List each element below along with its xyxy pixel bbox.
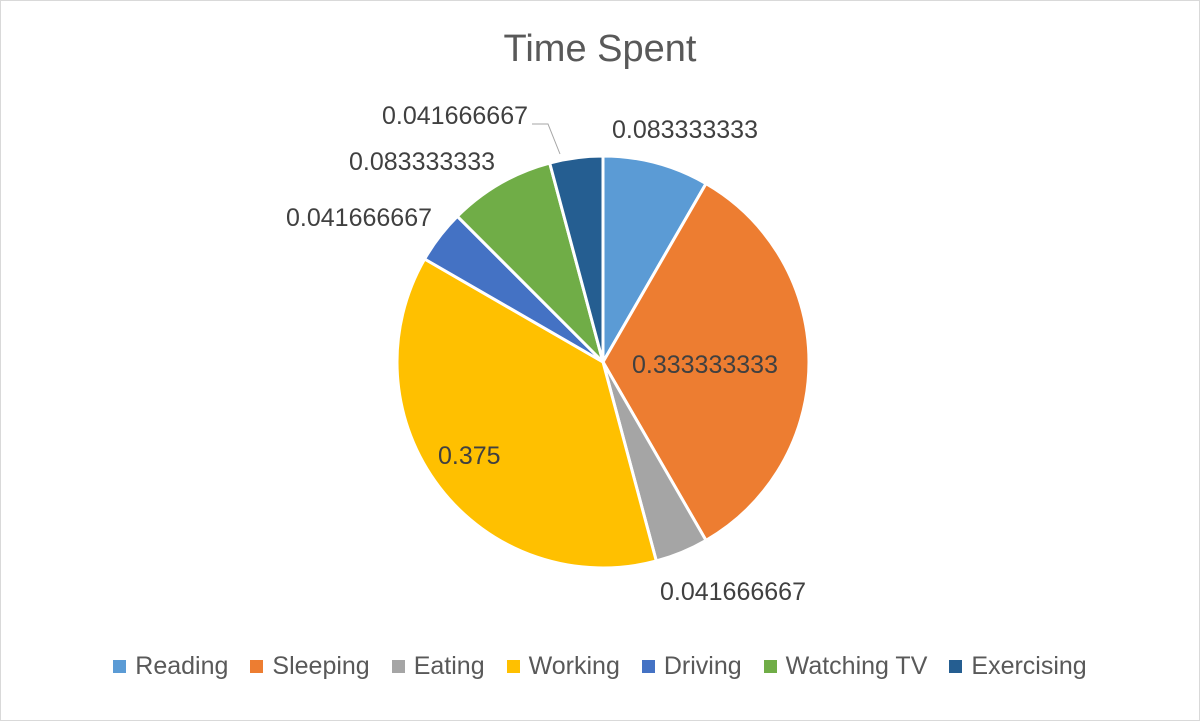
- legend-swatch: [113, 660, 127, 673]
- data-label-watching-tv: 0.083333333: [349, 148, 495, 176]
- pie-slice-reading: [601, 154, 708, 364]
- legend-item-sleeping: Sleeping: [250, 652, 370, 681]
- legend-item-reading: Reading: [113, 652, 228, 681]
- pie-slice-exercising: [548, 154, 605, 364]
- legend-label: Exercising: [971, 652, 1087, 680]
- legend-item-working: Working: [506, 652, 620, 681]
- legend-swatch: [391, 660, 405, 673]
- pie-slice-sleeping: [601, 182, 811, 542]
- legend-item-exercising: Exercising: [949, 652, 1087, 681]
- legend-label: Eating: [413, 652, 485, 680]
- legend-item-eating: Eating: [391, 652, 485, 681]
- pie-slice-watching-tv: [455, 161, 605, 364]
- legend-swatch: [763, 660, 777, 673]
- data-label-reading: 0.083333333: [612, 116, 758, 144]
- legend-item-watching-tv: Watching TV: [763, 652, 928, 681]
- legend-label: Watching TV: [785, 652, 928, 680]
- legend-swatch: [506, 660, 520, 673]
- data-label-sleeping: 0.333333333: [632, 351, 778, 379]
- data-label-exercising: 0.041666667: [382, 102, 528, 130]
- legend-label: Sleeping: [272, 652, 370, 680]
- data-label-eating: 0.041666667: [660, 578, 806, 606]
- legend-item-driving: Driving: [641, 652, 742, 681]
- pie-slice-working: [395, 257, 658, 570]
- legend-swatch: [641, 660, 655, 673]
- chart-title: Time Spent: [503, 28, 697, 70]
- legend: Reading Sleeping Eating Working Driving Watch…: [0, 652, 1200, 681]
- legend-swatch: [250, 660, 264, 673]
- legend-label: Working: [528, 652, 620, 680]
- legend-swatch: [949, 660, 963, 673]
- leader-line: [532, 123, 561, 155]
- data-label-working: 0.375: [438, 442, 501, 470]
- legend-label: Driving: [663, 652, 742, 680]
- legend-label: Reading: [135, 652, 229, 680]
- data-label-driving: 0.041666667: [286, 204, 432, 232]
